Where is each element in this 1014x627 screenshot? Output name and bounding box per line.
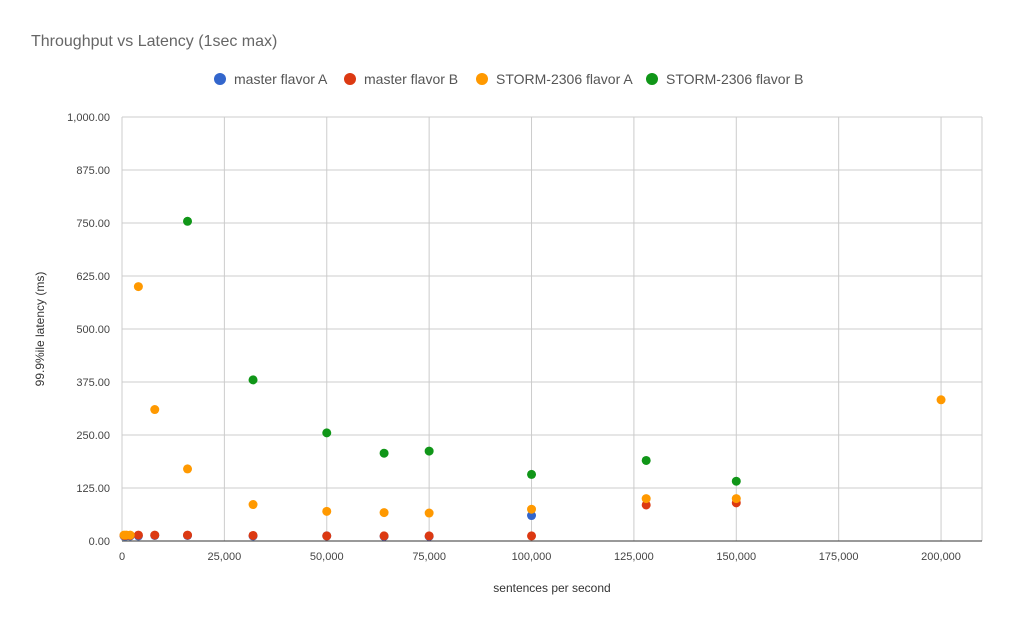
data-point [183, 464, 193, 474]
legend-marker [214, 73, 226, 85]
y-tick-label: 500.00 [76, 324, 110, 336]
x-tick-label: 100,000 [512, 551, 552, 563]
data-point [322, 428, 332, 438]
y-tick-label: 125.00 [76, 483, 110, 495]
data-point [379, 531, 389, 541]
data-point [150, 405, 160, 415]
data-point [641, 494, 651, 504]
legend-label: master flavor A [234, 71, 328, 87]
series-storm-2306-flavor-b [183, 216, 741, 486]
data-point [322, 506, 332, 516]
data-point [527, 531, 537, 541]
y-tick-label: 0.00 [89, 536, 110, 548]
x-axis-label: sentences per second [493, 581, 610, 595]
y-tick-label: 875.00 [76, 165, 110, 177]
x-tick-label: 25,000 [208, 551, 242, 563]
data-point [379, 508, 389, 518]
data-point [133, 530, 143, 540]
chart-title: Throughput vs Latency (1sec max) [31, 33, 277, 50]
data-point [641, 500, 651, 510]
y-tick-label: 250.00 [76, 430, 110, 442]
data-point [248, 375, 258, 385]
x-tick-label: 0 [119, 551, 125, 563]
data-point [133, 282, 143, 292]
legend-label: master flavor B [364, 71, 458, 87]
grid [121, 116, 983, 541]
data-points [119, 216, 946, 541]
data-point [150, 530, 160, 540]
x-tick-label: 175,000 [819, 551, 859, 563]
data-point [183, 216, 193, 226]
legend-marker [646, 73, 658, 85]
data-point [527, 511, 537, 521]
series-storm-2306-flavor-a [119, 282, 946, 540]
data-point [248, 500, 258, 510]
data-point [641, 455, 651, 465]
data-point [248, 530, 258, 540]
series-master-flavor-b [119, 498, 741, 541]
data-point [527, 469, 537, 479]
data-point [424, 446, 434, 456]
x-tick-label: 125,000 [614, 551, 654, 563]
data-point [936, 395, 946, 405]
legend-item: STORM-2306 flavor B [646, 71, 803, 87]
data-point [379, 448, 389, 458]
x-tick-label: 75,000 [412, 551, 446, 563]
data-point [527, 504, 537, 514]
legend: master flavor A master flavor B STORM-2306… [214, 71, 803, 87]
data-point [424, 508, 434, 518]
y-tick-label: 1,000.00 [67, 112, 110, 124]
data-point [731, 476, 741, 486]
tick-labels: 0.00 125.00 250.00 375.00 500.00 625.00 750.00… [67, 112, 961, 563]
x-tick-label: 150,000 [716, 551, 756, 563]
legend-marker [476, 73, 488, 85]
legend-item: master flavor B [344, 71, 458, 87]
legend-marker [344, 73, 356, 85]
data-point [183, 530, 193, 540]
data-point [424, 531, 434, 541]
legend-item: master flavor A [214, 71, 328, 87]
legend-item: STORM-2306 flavor A [476, 71, 633, 87]
y-axis-label: 99.9%ile latency (ms) [33, 272, 47, 387]
x-tick-label: 50,000 [310, 551, 344, 563]
y-tick-label: 625.00 [76, 271, 110, 283]
legend-label: STORM-2306 flavor B [666, 71, 803, 87]
y-tick-label: 750.00 [76, 218, 110, 230]
legend-label: STORM-2306 flavor A [496, 71, 633, 87]
data-point [322, 531, 332, 541]
x-tick-label: 200,000 [921, 551, 961, 563]
data-point [125, 530, 135, 540]
y-tick-label: 375.00 [76, 377, 110, 389]
data-point [731, 494, 741, 504]
